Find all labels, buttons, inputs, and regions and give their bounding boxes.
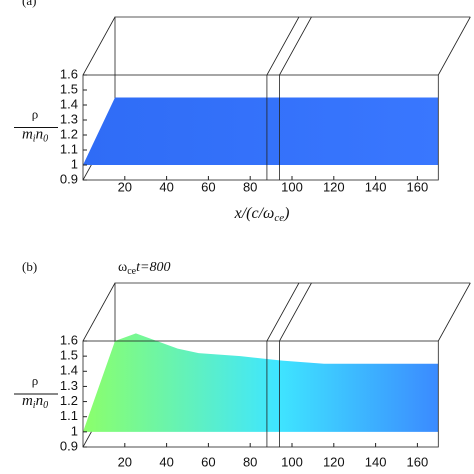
x-tick-label: 80	[243, 179, 257, 194]
y-label-top: ρ	[32, 106, 39, 121]
frame-front	[82, 74, 439, 181]
y-tick-label: 1.2	[60, 393, 78, 408]
frame-edge	[82, 282, 116, 342]
y-label-part: n	[36, 393, 44, 409]
x-tick-label: 120	[323, 454, 345, 469]
frame-edge	[82, 16, 116, 76]
x-tick-label: 120	[323, 179, 345, 194]
y-tick-label: 1.6	[60, 66, 78, 81]
title-part: ce	[127, 266, 136, 277]
y-label-part: i	[33, 134, 36, 145]
y-tick-label: 1	[71, 423, 78, 438]
y-label-part: i	[33, 400, 36, 411]
x-tick-label: 40	[159, 179, 173, 194]
title-part: t=800	[136, 260, 170, 275]
x-tick-label: 140	[365, 179, 387, 194]
x-tick-label: 140	[365, 454, 387, 469]
x-tick-label: 40	[159, 454, 173, 469]
x-label-part: x/(c/ω	[234, 205, 275, 222]
y-tick-label: 0.9	[60, 171, 78, 186]
x-tick-label: 20	[118, 454, 132, 469]
surface	[83, 97, 439, 165]
y-label-part: 0	[43, 134, 48, 145]
x-tick-label: 60	[201, 179, 215, 194]
x-label-part: ce	[274, 212, 284, 224]
panel-title: ωcet=800	[118, 260, 170, 277]
y-label-part: 0	[43, 400, 48, 411]
y-tick-label: 1.4	[60, 96, 78, 111]
panel-label: (a)	[22, 0, 36, 8]
y-tick-label: 1.2	[60, 126, 78, 141]
frame-front	[82, 340, 439, 448]
panel: 0.911.11.21.31.41.51.6 20 40 60 80 100 120 140 1…	[14, 0, 471, 224]
y-label-part: n	[36, 127, 44, 143]
y-tick-label: 1.3	[60, 378, 78, 393]
y-label-part: m	[22, 127, 33, 143]
frame-edge	[437, 282, 471, 342]
surface	[83, 333, 439, 432]
x-label-part: )	[283, 205, 289, 222]
x-tick-label: 100	[281, 179, 303, 194]
y-label-bottom: min0	[22, 127, 48, 145]
x-tick-label: 80	[243, 454, 257, 469]
x-tick-label: 20	[118, 179, 132, 194]
y-tick-label: 1.5	[60, 348, 78, 363]
y-tick-label: 1.5	[60, 81, 78, 96]
y-tick-label: 1.3	[60, 111, 78, 126]
y-tick-label: 1.1	[60, 141, 78, 156]
y-label-bottom: min0	[22, 393, 48, 411]
y-label-top: ρ	[32, 373, 39, 388]
y-tick-label: 1.6	[60, 332, 78, 347]
panel-label: (b)	[22, 259, 37, 274]
y-tick-label: 1.4	[60, 363, 78, 378]
y-label-part: m	[22, 393, 33, 409]
y-tick-label: 1.1	[60, 408, 78, 423]
y-tick-label: 0.9	[60, 438, 78, 453]
title-part: ω	[118, 260, 127, 275]
y-tick-label: 1	[71, 156, 78, 171]
x-tick-label: 160	[407, 454, 429, 469]
x-tick-label: 160	[407, 179, 429, 194]
panel: 0.911.11.21.31.41.51.6 20 40 60 80 100 120 140 1…	[14, 259, 471, 469]
frame-edge	[437, 16, 471, 76]
x-tick-label: 100	[281, 454, 303, 469]
x-label: x/(c/ωce)	[234, 205, 290, 224]
x-tick-label: 60	[201, 454, 215, 469]
